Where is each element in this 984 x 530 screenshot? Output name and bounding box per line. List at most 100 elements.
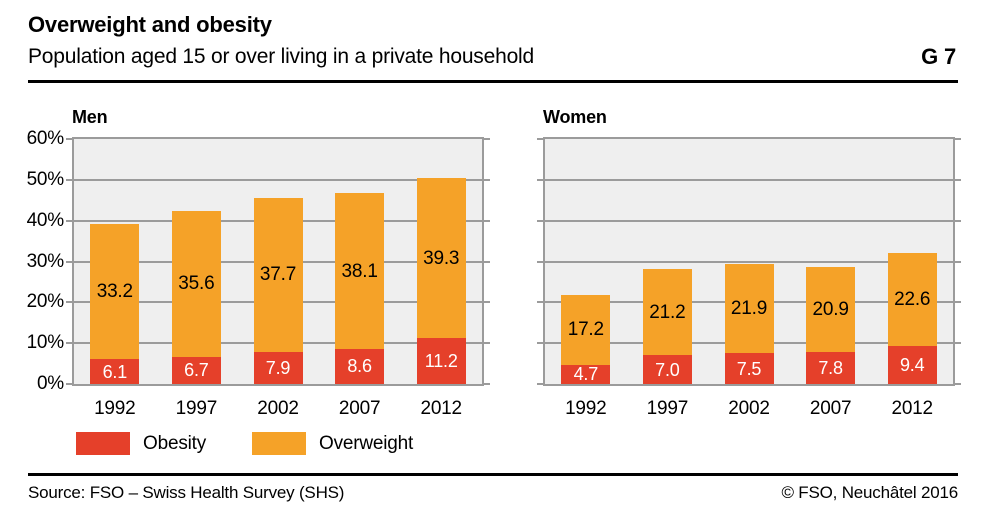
- legend-label-overweight: Overweight: [319, 432, 414, 454]
- chart-plot-women: 17.2 4.7 1992 21.2 7.0 1997 21.9 7.5 2002 20.9 7.8…: [537, 137, 961, 419]
- y-tick: [955, 219, 961, 222]
- bar-segment-obesity: 11.2: [416, 338, 466, 384]
- y-tick: [537, 342, 543, 345]
- bar-value-label: 9.4: [899, 354, 925, 375]
- legend-item-obesity: Obesity: [76, 432, 206, 455]
- bar-segment-overweight: 33.2: [90, 223, 140, 360]
- y-tick: [484, 383, 490, 385]
- y-tick: [66, 260, 72, 263]
- bar: 37.7 7.9: [253, 197, 303, 384]
- bar-segment-obesity: 9.4: [887, 345, 937, 384]
- legend-item-overweight: Overweight: [252, 432, 413, 455]
- x-axis-label: 1997: [175, 398, 218, 419]
- y-tick: [484, 178, 490, 181]
- bar-value-label: 6.7: [184, 360, 209, 381]
- bar: 35.6 6.7: [171, 211, 221, 384]
- y-tick: [955, 383, 961, 385]
- y-axis-label: 30%: [26, 250, 65, 272]
- bar-segment-overweight: 38.1: [335, 193, 385, 349]
- bar-segment-obesity: 4.7: [561, 364, 611, 385]
- gridline: [545, 260, 953, 263]
- y-tick: [484, 138, 490, 140]
- legend-label-obesity: Obesity: [143, 432, 207, 454]
- bar-segment-overweight: 37.7: [253, 197, 303, 352]
- y-tick: [537, 138, 543, 140]
- bar-value-label: 21.9: [730, 298, 768, 320]
- bar-value-label: 21.2: [649, 301, 686, 323]
- gridline: [545, 178, 953, 181]
- bar-value-label: 37.7: [259, 264, 297, 286]
- y-axis-label: 10%: [26, 332, 65, 354]
- y-tick: [955, 301, 961, 304]
- bar-segment-overweight: 21.9: [724, 263, 774, 354]
- y-axis-label: 50%: [26, 168, 65, 190]
- bar-segment-obesity: 8.6: [335, 348, 385, 384]
- y-tick: [484, 260, 490, 263]
- bar-segment-overweight: 22.6: [887, 253, 937, 346]
- bar: 17.2 4.7: [561, 294, 611, 385]
- page-title: Overweight and obesity: [28, 12, 272, 37]
- bar-segment-obesity: 6.7: [171, 356, 221, 384]
- y-tick: [955, 342, 961, 345]
- bar-segment-obesity: 7.0: [642, 355, 692, 384]
- bar-value-label: 8.6: [347, 356, 372, 377]
- bar-value-label: 6.1: [102, 361, 128, 382]
- source-note: Source: FSO – Swiss Health Survey (SHS): [28, 483, 345, 502]
- y-tick: [955, 260, 961, 263]
- bar-segment-obesity: 7.8: [806, 352, 856, 384]
- bar-segment-overweight: 20.9: [806, 266, 856, 353]
- y-axis-label: 40%: [26, 209, 65, 231]
- chart-title-women: Women: [543, 107, 607, 127]
- bar: 21.9 7.5: [724, 263, 774, 384]
- bar-value-label: 7.0: [655, 359, 680, 380]
- bar-value-label: 7.5: [736, 358, 762, 379]
- y-tick: [66, 219, 72, 222]
- bar: 21.2 7.0: [642, 268, 692, 384]
- bar: 33.2 6.1: [90, 223, 140, 384]
- bar-value-label: 4.7: [573, 364, 599, 385]
- bar: 22.6 9.4: [887, 253, 937, 384]
- y-axis-label: 60%: [26, 128, 65, 149]
- copyright-note: © FSO, Neuchâtel 2016: [781, 483, 958, 502]
- chart-title-men: Men: [72, 107, 108, 127]
- x-axis-label: 2012: [891, 398, 933, 419]
- bar-value-label: 39.3: [423, 247, 460, 269]
- bar-value-label: 7.8: [818, 358, 843, 379]
- y-tick: [537, 383, 543, 385]
- x-axis-label: 2007: [809, 398, 852, 419]
- bar-value-label: 20.9: [812, 298, 849, 320]
- bar-segment-obesity: 7.9: [253, 351, 303, 384]
- header-rule: [28, 80, 958, 83]
- overweight-swatch: [252, 432, 307, 455]
- x-axis-label: 2002: [257, 398, 299, 419]
- bar-value-label: 33.2: [96, 280, 133, 302]
- bar: 39.3 11.2: [416, 177, 466, 384]
- bar-value-label: 22.6: [894, 288, 931, 310]
- obesity-swatch: [76, 432, 130, 455]
- footer-rule: [28, 473, 958, 476]
- y-tick: [66, 301, 72, 304]
- bar-value-label: 38.1: [341, 260, 378, 282]
- y-tick: [66, 138, 72, 140]
- y-axis-label: 20%: [26, 291, 65, 313]
- bar-segment-overweight: 35.6: [171, 211, 221, 357]
- chart-plot-men: 0% 10% 20% 30% 40% 50% 60% 33.2 6.1 1992 35.6 6.7 19…: [27, 128, 490, 419]
- x-axis-label: 2002: [728, 398, 770, 419]
- bar-segment-obesity: 7.5: [724, 353, 774, 384]
- bar-value-label: 11.2: [424, 351, 458, 372]
- bar-segment-obesity: 6.1: [90, 359, 140, 384]
- figure-id: G 7: [921, 44, 956, 69]
- y-axis-label: 0%: [36, 373, 64, 394]
- bar-segment-overweight: 39.3: [416, 177, 466, 339]
- y-tick: [537, 219, 543, 222]
- bar-value-label: 17.2: [567, 319, 604, 341]
- bar: 38.1 8.6: [335, 193, 385, 384]
- y-tick: [955, 178, 961, 181]
- page-subtitle: Population aged 15 or over living in a p…: [28, 45, 534, 68]
- bar-segment-overweight: 17.2: [561, 294, 611, 365]
- bar: 20.9 7.8: [806, 266, 856, 384]
- gridline: [74, 178, 482, 181]
- x-axis-label: 2012: [420, 398, 462, 419]
- y-tick: [537, 178, 543, 181]
- y-tick: [484, 342, 490, 345]
